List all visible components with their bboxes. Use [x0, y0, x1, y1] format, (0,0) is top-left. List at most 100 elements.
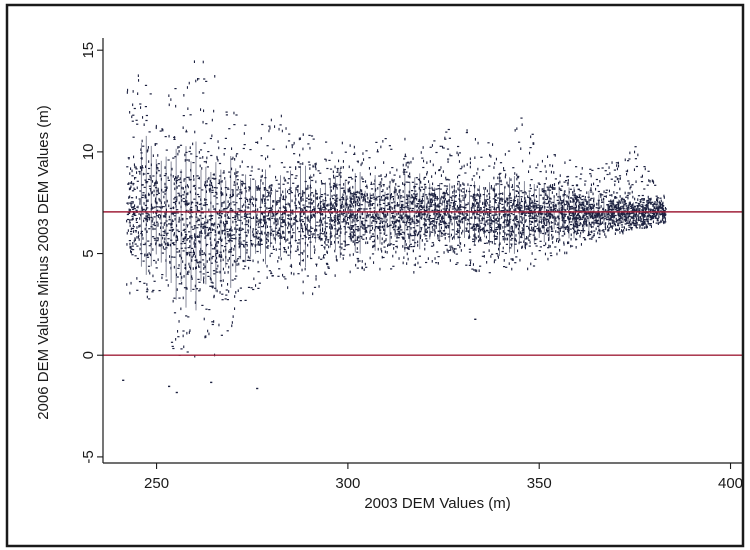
data-point — [380, 184, 382, 188]
data-point — [458, 220, 462, 222]
data-point — [394, 222, 397, 224]
data-point — [458, 206, 460, 210]
data-point — [257, 185, 259, 188]
data-point — [211, 182, 213, 185]
data-point — [248, 220, 250, 224]
data-point — [333, 194, 336, 196]
data-point — [537, 163, 539, 167]
data-point — [581, 224, 583, 228]
data-point — [157, 187, 159, 191]
data-point — [180, 214, 184, 216]
data-point — [138, 281, 142, 283]
data-point — [470, 207, 472, 210]
data-point — [234, 307, 236, 310]
data-point — [350, 228, 353, 230]
data-point — [203, 161, 206, 163]
data-point — [436, 209, 438, 213]
data-point — [437, 188, 440, 190]
data-point — [532, 265, 536, 267]
data-point — [275, 234, 278, 236]
data-point — [238, 256, 241, 258]
data-point — [257, 260, 259, 264]
data-point — [168, 103, 170, 107]
data-point — [599, 180, 601, 183]
data-point — [475, 199, 478, 201]
data-point — [362, 222, 364, 225]
data-point — [605, 163, 608, 165]
data-point — [446, 201, 448, 205]
data-point — [209, 277, 211, 280]
data-point — [248, 266, 250, 270]
data-point — [209, 137, 212, 140]
data-point — [290, 244, 292, 248]
data-point — [218, 162, 222, 165]
data-point — [154, 224, 157, 227]
data-point — [334, 195, 338, 197]
data-point — [162, 226, 164, 229]
data-point — [157, 209, 159, 213]
data-point — [582, 209, 584, 212]
data-point — [534, 229, 536, 233]
data-point — [372, 241, 375, 243]
data-point — [626, 172, 628, 176]
data-point — [501, 203, 504, 205]
data-point — [337, 218, 339, 221]
data-point — [486, 216, 489, 218]
data-point — [277, 222, 279, 225]
data-point — [300, 252, 303, 254]
data-point — [273, 200, 275, 203]
data-point — [574, 220, 576, 224]
data-point — [257, 241, 259, 244]
data-point — [528, 170, 530, 173]
data-point — [614, 183, 616, 187]
data-point — [388, 243, 390, 246]
data-point — [318, 238, 321, 240]
data-point — [576, 230, 578, 233]
data-point — [270, 187, 272, 190]
data-point — [640, 181, 644, 183]
data-point — [574, 196, 577, 198]
data-point — [504, 219, 507, 221]
data-point — [216, 212, 218, 215]
data-point — [649, 203, 653, 205]
data-point — [200, 232, 203, 234]
data-point — [259, 239, 261, 242]
data-point — [421, 195, 424, 198]
data-point — [343, 209, 345, 212]
data-point — [460, 206, 463, 208]
data-point — [306, 197, 309, 199]
data-point — [494, 196, 497, 198]
data-point — [421, 197, 423, 201]
data-point — [498, 218, 500, 221]
data-point — [519, 210, 522, 212]
data-point — [130, 230, 133, 233]
data-point — [355, 242, 358, 244]
data-point — [569, 200, 571, 203]
data-point — [187, 247, 190, 249]
data-point — [209, 180, 211, 183]
data-point — [554, 178, 557, 180]
data-point — [454, 218, 457, 220]
data-point — [446, 194, 450, 196]
data-point — [560, 189, 563, 191]
data-point — [197, 217, 199, 221]
data-point — [297, 226, 299, 230]
data-point — [180, 243, 183, 245]
data-point — [492, 230, 494, 233]
data-point — [605, 192, 608, 194]
data-point — [529, 151, 531, 155]
data-point — [369, 256, 371, 260]
data-point — [546, 228, 548, 232]
data-point — [296, 189, 299, 191]
data-point — [654, 209, 656, 213]
data-point — [237, 219, 240, 221]
data-point — [238, 209, 241, 211]
data-point — [436, 204, 438, 207]
data-point — [161, 205, 163, 209]
data-point — [343, 183, 345, 186]
data-point — [178, 195, 181, 197]
data-point — [188, 176, 190, 180]
data-point — [502, 213, 504, 217]
data-point — [496, 207, 500, 209]
data-point — [513, 230, 515, 234]
